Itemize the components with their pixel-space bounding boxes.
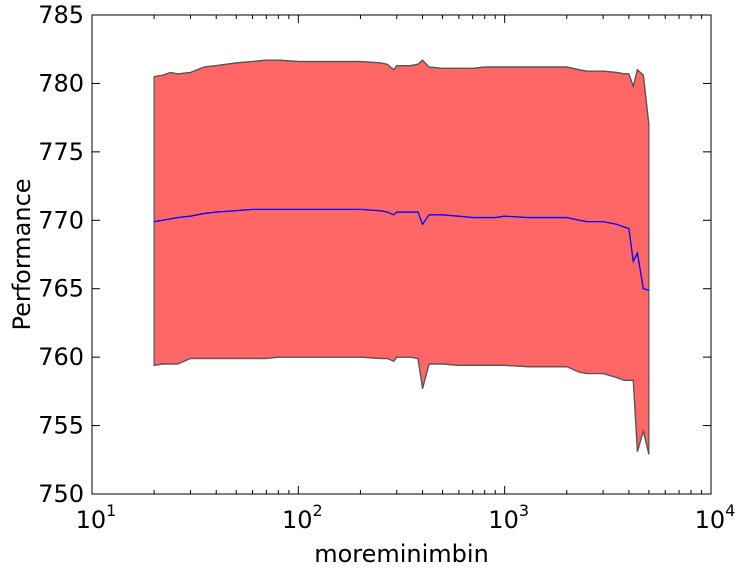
x-axis-label: moreminimbin: [314, 540, 489, 568]
band-area: [153, 59, 650, 455]
plot-frame: [91, 14, 712, 495]
y-tick-labels: 750 755 760 765 770 775 780 785: [38, 1, 84, 508]
x-tick-label: 102: [282, 501, 323, 534]
y-tick-label: 775: [38, 138, 84, 166]
y-axis-label: Performance: [8, 178, 36, 330]
series-line-lower-bound: [154, 356, 650, 455]
x-tick-label: 104: [695, 501, 736, 534]
x-tick-label: 103: [488, 501, 529, 534]
x-tick-labels: 101 102 103 104: [76, 501, 736, 534]
y-tick-label: 780: [38, 69, 84, 97]
series-line-upper-bound: [154, 59, 650, 125]
axis-ticks: [91, 14, 712, 495]
series-lines: [154, 59, 650, 455]
series-line-mean: [154, 208, 650, 291]
y-tick-label: 765: [38, 275, 84, 303]
y-tick-label: 750: [38, 480, 84, 508]
y-tick-label: 755: [38, 412, 84, 440]
confidence-band: [153, 59, 650, 455]
y-tick-label: 760: [38, 343, 84, 371]
y-tick-label: 770: [38, 206, 84, 234]
x-tick-label: 101: [76, 501, 117, 534]
y-tick-label: 785: [38, 1, 84, 29]
